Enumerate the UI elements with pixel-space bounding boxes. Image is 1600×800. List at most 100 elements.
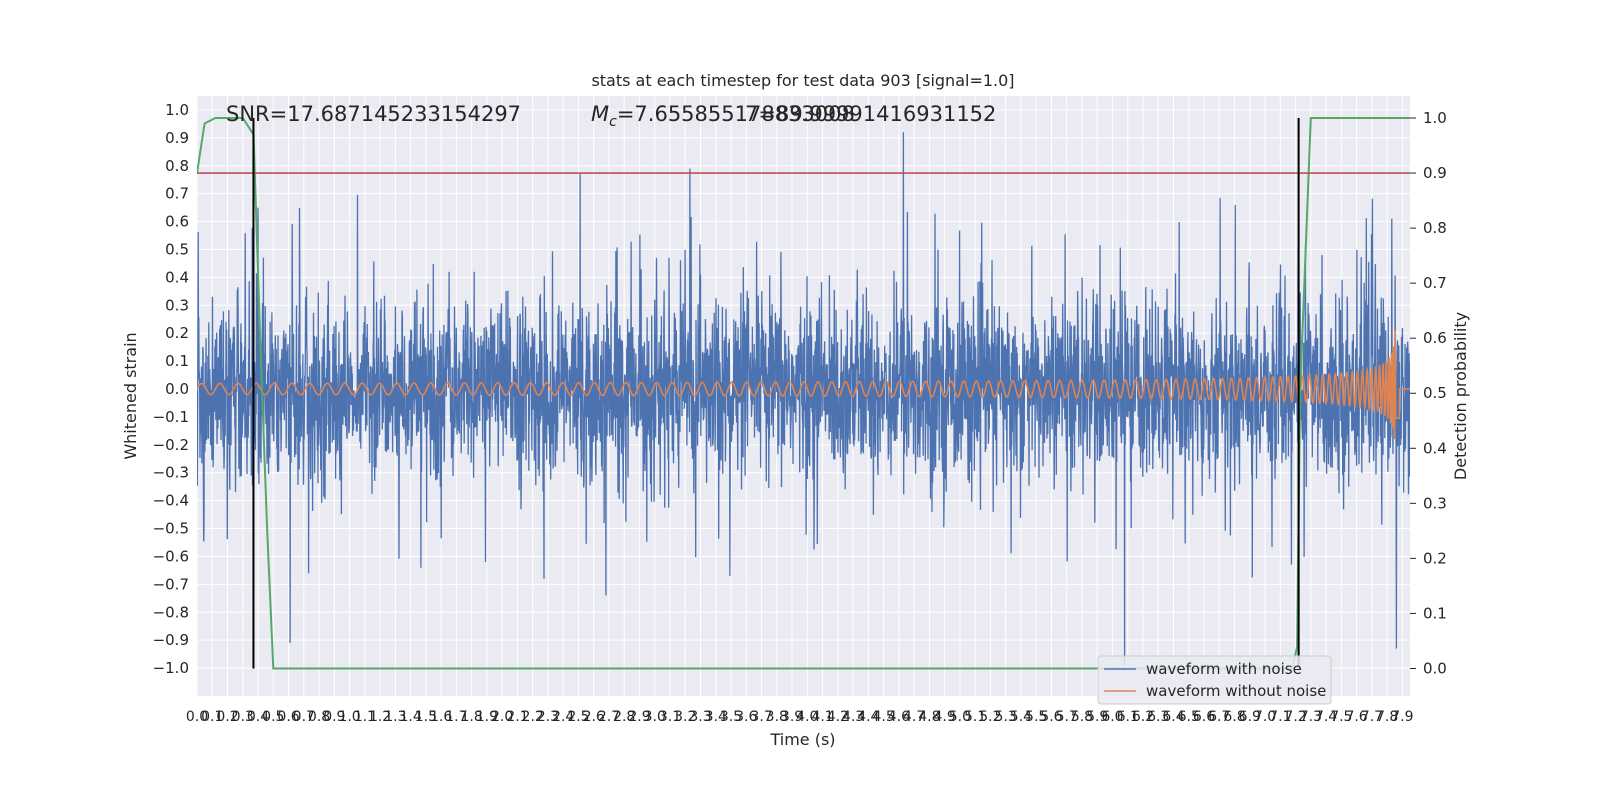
x-tick-label: 7.4 bbox=[1315, 709, 1337, 725]
x-tick-label: 3.7 bbox=[750, 709, 772, 725]
y-tick-label: 0.3 bbox=[165, 296, 189, 314]
x-tick-label: 6.8 bbox=[1223, 709, 1245, 725]
series-line-waveform-with-noise bbox=[197, 132, 1410, 666]
x-tick-label: 2.6 bbox=[583, 709, 605, 725]
y2-tick-label: 0.2 bbox=[1423, 549, 1447, 567]
x-tick-label: 1.9 bbox=[476, 709, 498, 725]
x-tick-label: 5.3 bbox=[995, 709, 1017, 725]
x-tick-label: 3.1 bbox=[659, 709, 681, 725]
y-axis-ticks: −1.0 −0.9 −0.8 −0.7 −0.6 −0.5 −0.4 −0.3 −0.2 −0.1… bbox=[153, 101, 189, 677]
y-tick-label: 0.1 bbox=[165, 352, 189, 370]
x-tick-label: 7.1 bbox=[1269, 709, 1291, 725]
x-tick-label: 4.6 bbox=[888, 709, 910, 725]
x-tick-label: 4.1 bbox=[811, 709, 833, 725]
x-tick-label: 7.8 bbox=[1376, 709, 1398, 725]
x-tick-label: 0.2 bbox=[216, 709, 238, 725]
chirp-mass-annotation: Mc=7.655855178833008 bbox=[591, 102, 855, 130]
x-tick-label: 7.5 bbox=[1330, 709, 1352, 725]
y-tick-label: −0.9 bbox=[153, 631, 189, 649]
x-tick-label: 4.0 bbox=[796, 709, 818, 725]
x-tick-label: 2.1 bbox=[506, 709, 528, 725]
x-tick-label: 1.4 bbox=[399, 709, 421, 725]
x-tick-label: 0.3 bbox=[232, 709, 254, 725]
x-tick-label: 3.5 bbox=[720, 709, 742, 725]
y2-tick-label: 0.9 bbox=[1423, 164, 1447, 182]
y-tick-label: −0.1 bbox=[153, 408, 189, 426]
x-tick-label: 6.3 bbox=[1147, 709, 1169, 725]
x-tick-label: 3.8 bbox=[766, 709, 788, 725]
x-tick-label: 2.0 bbox=[491, 709, 513, 725]
x-tick-label: 3.4 bbox=[705, 709, 727, 725]
legend: waveform with noise waveform without noi… bbox=[1097, 655, 1332, 705]
x-tick-label: 7.3 bbox=[1300, 709, 1322, 725]
x-tick-label: 1.0 bbox=[338, 709, 360, 725]
y-tick-label: −0.7 bbox=[153, 575, 189, 593]
y2-tick-label: 0.1 bbox=[1423, 604, 1447, 622]
x-axis-label: Time (s) bbox=[769, 730, 835, 749]
y-tick-label: 0.2 bbox=[165, 324, 189, 342]
x-tick-label: 2.7 bbox=[598, 709, 620, 725]
y-tick-label: −0.6 bbox=[153, 547, 189, 565]
x-tick-label: 5.1 bbox=[964, 709, 986, 725]
x-tick-label: 7.9 bbox=[1391, 709, 1413, 725]
x-tick-label: 5.8 bbox=[1071, 709, 1093, 725]
legend-box bbox=[1097, 655, 1332, 705]
x-tick-label: 6.9 bbox=[1239, 709, 1261, 725]
y2-tick-label: 0.7 bbox=[1423, 274, 1447, 292]
y-tick-label: 0.9 bbox=[165, 129, 189, 147]
x-tick-label: 2.2 bbox=[522, 709, 544, 725]
y2-tick-label: 0.6 bbox=[1423, 329, 1447, 347]
x-tick-label: 4.3 bbox=[842, 709, 864, 725]
x-tick-label: 1.1 bbox=[354, 709, 376, 725]
y-tick-label: 0.0 bbox=[165, 380, 189, 398]
x-tick-label: 6.2 bbox=[1132, 709, 1154, 725]
x-tick-label: 0.1 bbox=[201, 709, 223, 725]
series-waveform-with-noise bbox=[197, 132, 1410, 666]
y-tick-label: 1.0 bbox=[165, 101, 189, 119]
y2-tick-label: 0.0 bbox=[1423, 659, 1447, 677]
legend-label-noise: waveform with noise bbox=[1146, 660, 1302, 678]
x-tick-label: 4.4 bbox=[857, 709, 879, 725]
y2-tick-label: 0.8 bbox=[1423, 219, 1447, 237]
y-tick-label: −1.0 bbox=[153, 659, 189, 677]
x-tick-label: 5.2 bbox=[979, 709, 1001, 725]
x-tick-label: 2.5 bbox=[567, 709, 589, 725]
x-tick-label: 0.6 bbox=[277, 709, 299, 725]
x-tick-label: 5.9 bbox=[1086, 709, 1108, 725]
x-tick-label: 7.2 bbox=[1284, 709, 1306, 725]
y-tick-label: 0.4 bbox=[165, 268, 189, 286]
x-tick-label: 3.6 bbox=[735, 709, 757, 725]
series-line-waveform-without-noise bbox=[197, 330, 1410, 440]
x-tick-label: 3.2 bbox=[674, 709, 696, 725]
y2-axis-ticks: 0.0 0.1 0.2 0.3 0.4 0.5 0.6 0.7 0.8 0.9 1.0 bbox=[1410, 109, 1447, 677]
y-tick-label: −0.3 bbox=[153, 464, 189, 482]
legend-label-clean: waveform without noise bbox=[1146, 682, 1326, 700]
x-tick-label: 6.5 bbox=[1178, 709, 1200, 725]
x-tick-label: 6.7 bbox=[1208, 709, 1230, 725]
x-tick-label: 1.8 bbox=[461, 709, 483, 725]
y2-tick-label: 0.3 bbox=[1423, 494, 1447, 512]
x-tick-label: 5.6 bbox=[1040, 709, 1062, 725]
x-tick-label: 5.0 bbox=[949, 709, 971, 725]
x-tick-label: 7.7 bbox=[1361, 709, 1383, 725]
x-tick-label: 3.0 bbox=[644, 709, 666, 725]
x-tick-label: 7.0 bbox=[1254, 709, 1276, 725]
x-tick-label: 5.7 bbox=[1056, 709, 1078, 725]
x-tick-label: 2.3 bbox=[537, 709, 559, 725]
x-tick-label: 0.4 bbox=[247, 709, 269, 725]
x-tick-label: 5.5 bbox=[1025, 709, 1047, 725]
snr-annotation: SNR=17.687145233154297 bbox=[226, 102, 521, 126]
x-tick-label: 6.1 bbox=[1117, 709, 1139, 725]
y2-axis-label: Detection probability bbox=[1451, 312, 1470, 480]
series-waveform-without-noise bbox=[197, 330, 1410, 440]
x-tick-label: 0.0 bbox=[186, 709, 208, 725]
x-tick-label: 6.6 bbox=[1193, 709, 1215, 725]
x-tick-label: 1.5 bbox=[415, 709, 437, 725]
reference-lines bbox=[197, 118, 1410, 669]
y-tick-label: 0.8 bbox=[165, 157, 189, 175]
y-tick-label: 0.5 bbox=[165, 240, 189, 258]
x-tick-label: 6.0 bbox=[1101, 709, 1123, 725]
overlap-annotation: 7=89.99991416931152 bbox=[745, 102, 996, 126]
x-tick-label: 4.9 bbox=[934, 709, 956, 725]
